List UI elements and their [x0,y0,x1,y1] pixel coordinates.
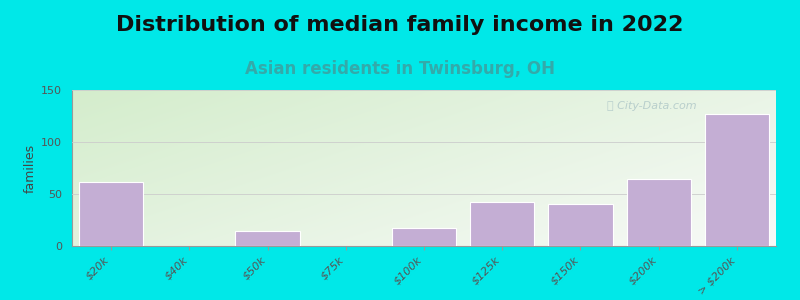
Text: Distribution of median family income in 2022: Distribution of median family income in … [116,15,684,35]
Text: ⓘ City-Data.com: ⓘ City-Data.com [607,101,697,111]
Bar [470,202,534,246]
Bar [392,228,456,246]
Bar [705,114,769,246]
Bar [79,182,143,246]
Y-axis label: families: families [24,143,37,193]
Bar [235,231,300,246]
Bar [548,204,613,246]
Text: Asian residents in Twinsburg, OH: Asian residents in Twinsburg, OH [245,60,555,78]
Bar [626,179,690,246]
